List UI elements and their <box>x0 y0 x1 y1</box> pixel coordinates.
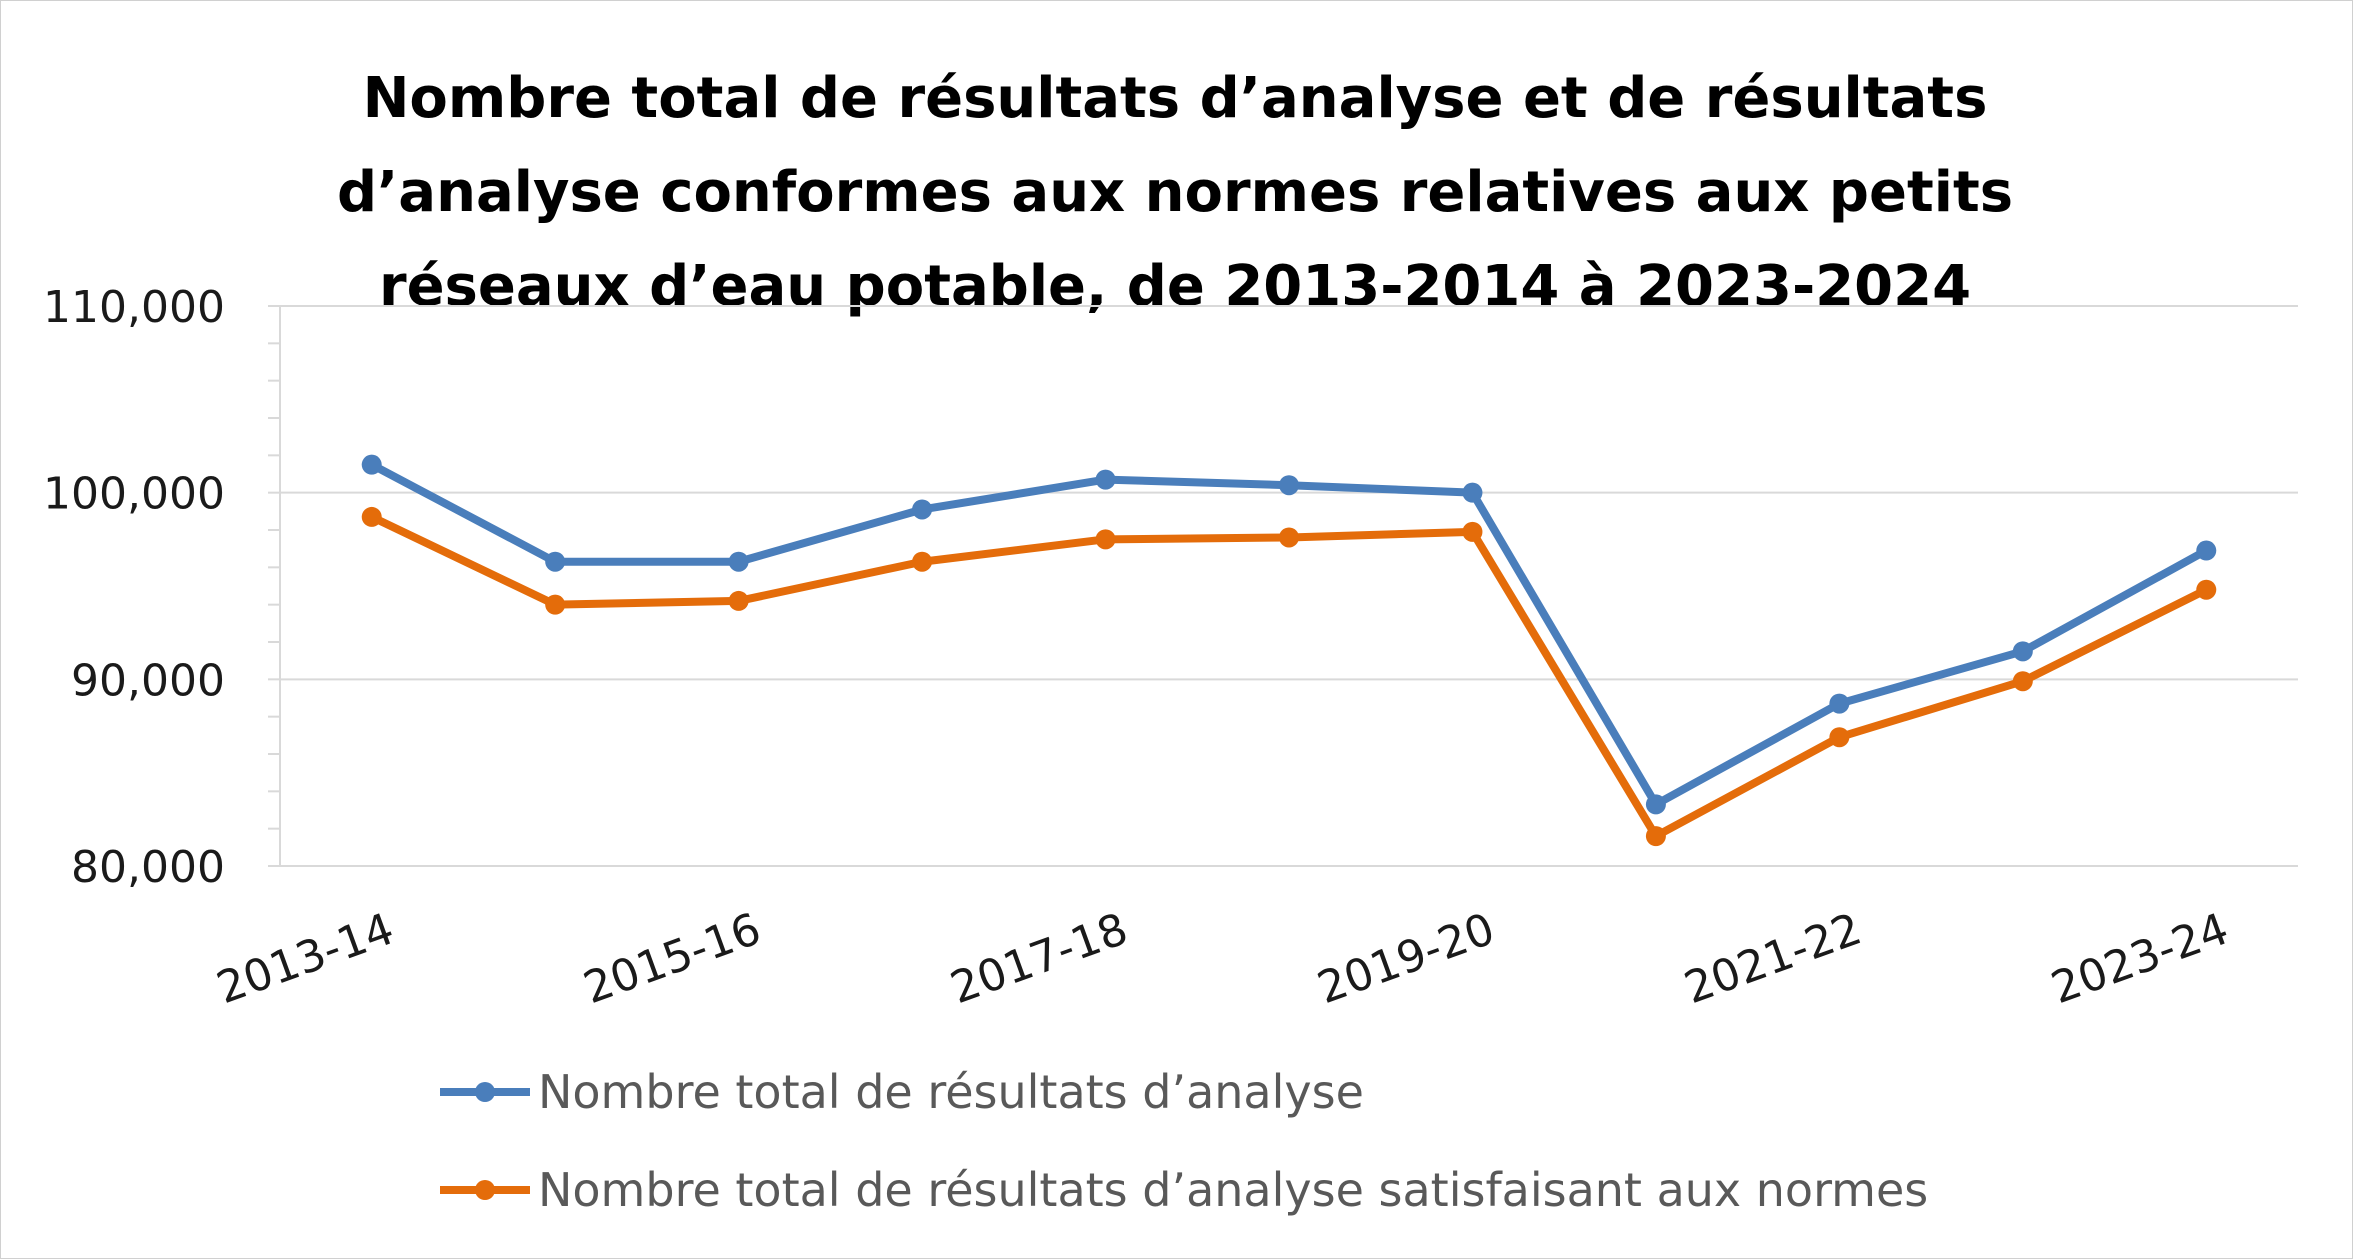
data-point-series-1 <box>545 551 566 572</box>
y-tick-label: 90,000 <box>71 655 225 706</box>
data-point-series-1 <box>2196 540 2217 561</box>
data-point-series-2 <box>728 590 749 611</box>
legend-label-1: Nombre total de résultats d’analyse <box>538 1065 1364 1119</box>
data-point-series-1 <box>1645 794 1666 815</box>
data-point-series-1 <box>728 551 749 572</box>
gridlines <box>280 305 2298 867</box>
data-point-series-1 <box>2012 641 2033 662</box>
y-tick-label: 110,000 <box>43 282 225 333</box>
y-tick-label: 80,000 <box>71 842 225 893</box>
legend-label-2: Nombre total de résultats d’analyse sati… <box>538 1163 1928 1217</box>
axes <box>268 305 281 867</box>
data-point-series-2 <box>361 506 382 527</box>
legend-marker-1 <box>475 1082 495 1102</box>
x-tick-label: 2019-20 <box>1311 903 1501 1014</box>
chart-title: Nombre total de résultats d’analyse et d… <box>336 66 2014 319</box>
y-tick-labels: 80,000 90,000 100,000 110,000 <box>43 282 225 893</box>
x-tick-label: 2023-24 <box>2045 903 2235 1014</box>
data-point-series-1 <box>1829 693 1850 714</box>
legend-marker-2 <box>475 1180 495 1200</box>
x-tick-label: 2021-22 <box>1678 903 1868 1014</box>
data-point-series-2 <box>1279 527 1299 548</box>
x-tick-label: 2015-16 <box>577 903 767 1014</box>
y-tick-label: 100,000 <box>43 469 225 520</box>
data-point-series-2 <box>1462 521 1483 542</box>
data-point-series-2 <box>2012 671 2033 692</box>
data-point-series-1 <box>361 454 382 475</box>
x-tick-label: 2013-14 <box>210 903 400 1014</box>
data-point-series-2 <box>1645 826 1666 847</box>
legend: Nombre total de résultats d’analyse Nombr… <box>440 1065 1928 1217</box>
data-point-series-2 <box>1095 529 1116 550</box>
data-point-series-1 <box>1279 475 1299 496</box>
series-line-1 <box>369 461 2209 809</box>
data-point-series-2 <box>1829 727 1850 748</box>
data-point-series-1 <box>1462 482 1483 503</box>
x-tick-labels: 2013-14 2015-16 2017-18 2019-20 2021-22 2023-… <box>210 903 2235 1014</box>
data-point-series-1 <box>1095 469 1116 490</box>
data-point-series-2 <box>545 594 566 615</box>
x-tick-label: 2017-18 <box>944 903 1134 1014</box>
data-point-series-2 <box>912 551 933 572</box>
series-lines <box>361 454 2217 847</box>
data-point-series-2 <box>2196 579 2217 600</box>
data-point-series-1 <box>912 499 933 520</box>
